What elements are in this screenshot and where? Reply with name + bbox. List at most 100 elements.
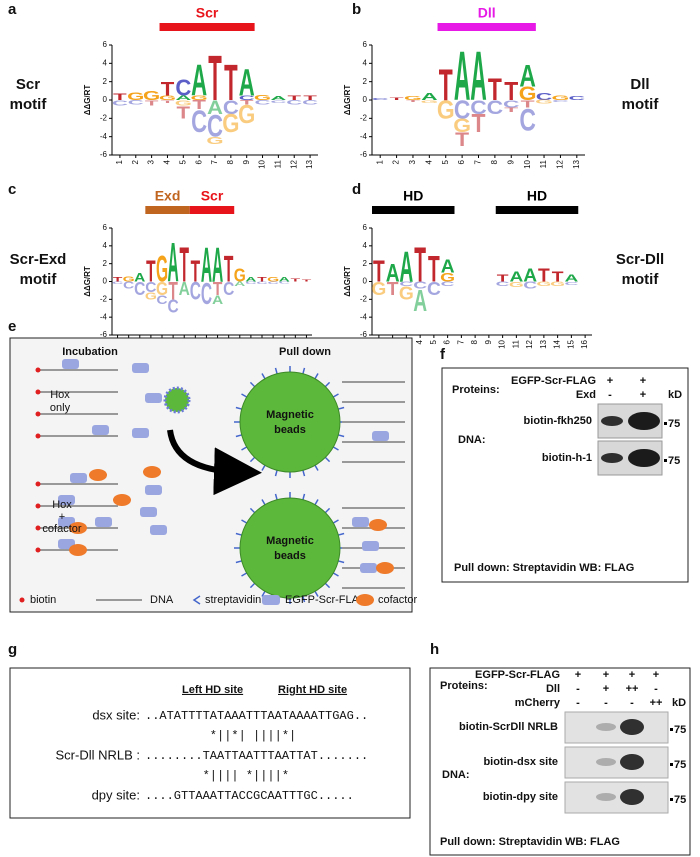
protein [360, 563, 377, 573]
x-tick-label: 1 [115, 159, 124, 164]
logo-letter: G [519, 84, 537, 105]
cofactor [69, 522, 87, 534]
logo-letter: A [421, 91, 438, 102]
legend-text: EGFP-Scr-FLAG [285, 594, 368, 606]
logo-letter-below: C [279, 281, 290, 284]
logo-letter-below: C [413, 280, 427, 291]
hox-only: only [50, 402, 71, 414]
logo-letter-below: C [168, 296, 179, 317]
y-tick-label: 6 [103, 40, 108, 49]
y-tick-label: 4 [363, 58, 368, 67]
incubation-title: Incubation [62, 346, 118, 358]
y-tick-label: 6 [363, 223, 368, 232]
blot-name: biotin-ScrDll NRLB [459, 721, 558, 733]
streptavidin [261, 590, 266, 597]
y-tick-label: 0 [103, 277, 108, 286]
blot [564, 711, 669, 744]
streptavidin [338, 434, 345, 438]
protein [140, 507, 157, 517]
dna-label: DNA: [442, 769, 470, 781]
logo-letter-below: G [206, 135, 223, 147]
logo-letter-below: C [286, 99, 302, 106]
site-name: dpy site: [92, 787, 140, 802]
logo-letter-below: T [177, 103, 191, 123]
logo-letter-below: A [179, 279, 190, 300]
sign: + [629, 669, 635, 681]
logo-letter-below: C [523, 280, 537, 291]
logo-letter: T [161, 79, 175, 100]
legend-text: streptavidin [205, 594, 261, 606]
streptavidin [302, 367, 306, 374]
y-tick-label: -6 [100, 330, 108, 339]
motif-bar [145, 206, 190, 214]
panel-label: d [352, 181, 361, 198]
y-tick-label: 4 [103, 58, 108, 67]
logo-letter: A [239, 61, 255, 104]
motif-name: Dll [630, 76, 649, 93]
logo-letter: A [523, 266, 537, 287]
logo-letter: G [234, 265, 246, 286]
logo-letter-below: T [145, 99, 159, 108]
motif-bar [437, 23, 536, 31]
motif-bar [495, 206, 579, 214]
protein [362, 541, 379, 551]
dna-label: DNA: [458, 434, 486, 446]
logo-letter: A [245, 276, 257, 283]
logo-letter-below: C [255, 99, 271, 106]
magnetic-bead [239, 497, 341, 599]
sign: + [575, 669, 581, 681]
logo-letter-below: T [213, 279, 223, 300]
band [628, 449, 660, 467]
protein-name: EGFP-Scr-FLAG [511, 375, 596, 387]
logo-letter: G [254, 93, 271, 102]
sequence: *||*| ||||*| [145, 729, 296, 743]
cofactor [376, 562, 394, 574]
streptavidin [261, 464, 266, 471]
x-tick-label: 6 [194, 159, 203, 164]
logo-letter: G [159, 95, 176, 102]
logo-letter: A [399, 244, 413, 292]
logo-letter: G [127, 90, 144, 103]
logo-letter-below: C [256, 281, 267, 285]
logo-letter-below: T [192, 98, 206, 112]
x-tick-label: 6 [457, 159, 466, 164]
proteins-label: Proteins: [440, 680, 488, 692]
motif-bar-label: Scr [201, 188, 224, 204]
cofactor [69, 544, 87, 556]
site-title: Right HD site [278, 684, 347, 696]
logo-letter: T [504, 78, 518, 106]
x-tick-label: 11 [511, 339, 520, 348]
protein-name: Exd [576, 389, 596, 401]
logo-letter-below: C [503, 98, 520, 109]
x-tick-label: 13 [572, 159, 581, 168]
motif-bar [372, 206, 455, 214]
logo-letter: T [302, 279, 312, 282]
blot-name: biotin-dpy site [483, 791, 558, 803]
y-tick-label: -6 [360, 150, 368, 159]
logo-letter: A [134, 270, 145, 284]
magnetic-bead [239, 371, 341, 473]
logo-letter-below: G [371, 279, 386, 300]
biotin [35, 389, 41, 395]
hox-cofactor: cofactor [42, 523, 81, 535]
logo-letter-below: C [487, 97, 504, 118]
band [596, 793, 616, 801]
x-tick-label: 9 [242, 159, 251, 164]
x-tick-label: 5 [441, 159, 450, 164]
streptavidin [302, 493, 306, 500]
proteins-label: Proteins: [452, 384, 500, 396]
logo-letter-below: C [112, 281, 123, 285]
band [596, 723, 616, 731]
sign: + [607, 375, 613, 387]
y-tick-label: -6 [100, 150, 108, 159]
logo-letter-below: G [145, 290, 157, 301]
logo-letter: A [564, 273, 578, 284]
marker: 75 [668, 455, 680, 467]
logo-letter: A [212, 237, 223, 292]
cofactor [369, 519, 387, 531]
sign: - [604, 697, 608, 709]
logo-letter: T [113, 92, 127, 102]
panel-label: f [440, 346, 446, 363]
motif-bar [159, 23, 255, 31]
motif-bar [189, 206, 235, 214]
